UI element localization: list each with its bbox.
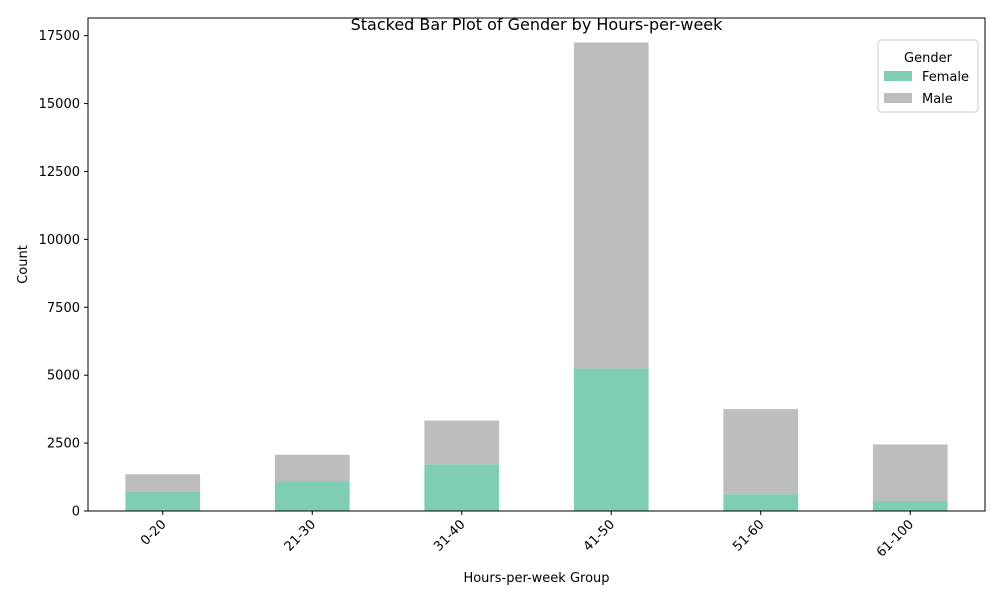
bar-female-41-50 (573, 368, 649, 511)
legend-swatch-male (884, 93, 912, 103)
bar-male-41-50 (573, 42, 649, 369)
legend-swatch-female (884, 71, 912, 81)
bar-male-21-30 (274, 454, 350, 482)
axes-frame (87, 17, 986, 512)
y-tick-label: 15000 (39, 97, 80, 112)
bar-male-0-20 (125, 474, 201, 492)
y-tick-label: 17500 (39, 29, 80, 44)
bar-female-51-60 (723, 494, 799, 511)
bar-female-0-20 (125, 491, 201, 511)
y-tick-label: 12500 (39, 165, 80, 180)
legend: Gender Female Male (877, 39, 979, 113)
bar-female-21-30 (274, 481, 350, 511)
bar-female-31-40 (424, 464, 500, 511)
x-tick-label: 51-60 (730, 517, 767, 554)
chart-title: Stacked Bar Plot of Gender by Hours-per-… (351, 15, 724, 34)
y-tick-label: 10000 (39, 233, 80, 248)
x-axis-label: Hours-per-week Group (463, 571, 609, 586)
y-tick-label: 0 (72, 505, 80, 520)
legend-items: Female Male (884, 70, 969, 107)
y-tick-label: 7500 (47, 301, 80, 316)
x-tick-label: 21-30 (282, 517, 319, 554)
legend-label-male: Male (922, 92, 953, 107)
legend-title: Gender (904, 51, 953, 66)
plot-area: 0 2500 5000 7500 10000 12500 15000 17500 0-20 21-… (39, 17, 986, 560)
bar-male-31-40 (424, 420, 500, 465)
x-tick-label: 31-40 (431, 517, 468, 554)
legend-label-female: Female (922, 70, 969, 85)
x-tick-label: 0-20 (138, 517, 169, 548)
bar-male-61-100 (872, 444, 948, 502)
y-tick-label: 2500 (47, 437, 80, 452)
x-tick-label: 61-100 (874, 517, 917, 560)
x-tick-label: 41-50 (581, 517, 618, 554)
bar-male-51-60 (723, 409, 799, 495)
y-axis-label: Count (16, 245, 31, 284)
y-tick-label: 5000 (47, 369, 80, 384)
bar-female-61-100 (872, 501, 948, 511)
